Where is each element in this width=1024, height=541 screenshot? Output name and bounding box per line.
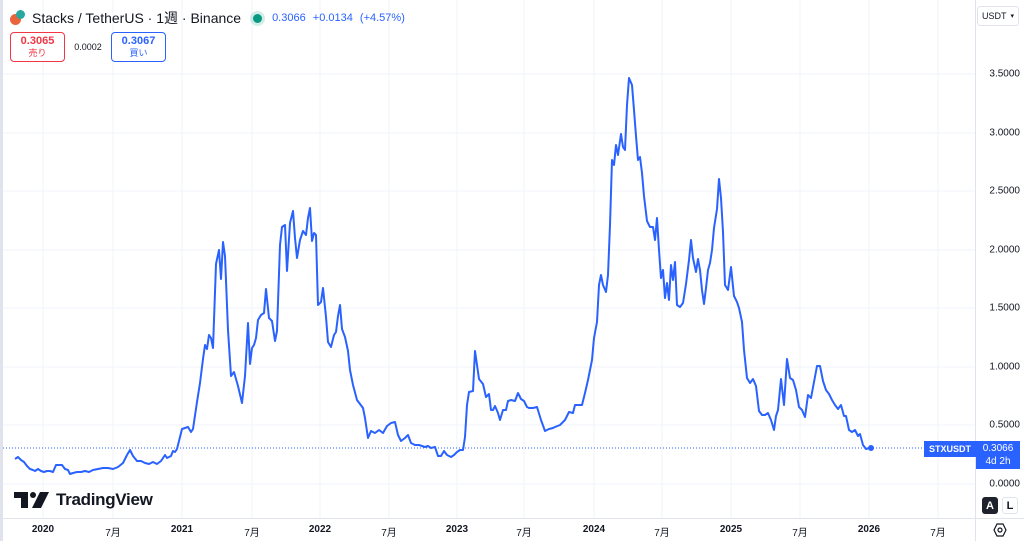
current-price-tag: 0.3066 4d 2h [976, 441, 1020, 469]
x-tick-label: 7月 [244, 528, 260, 539]
grid-vertical [42, 0, 939, 518]
buy-label: 買い [129, 48, 148, 58]
sell-price: 0.3065 [20, 35, 55, 47]
x-tick-label: 2026 [857, 524, 881, 535]
settings-hexagon-icon [993, 523, 1007, 537]
price-change: +0.0134 [312, 12, 353, 24]
symbol-legend[interactable]: Stacks / TetherUS · 1週 · Binance 0.3066 … [10, 8, 409, 28]
x-tick-label: 2020 [31, 524, 55, 535]
x-tick-label: 2024 [582, 524, 606, 535]
buy-button[interactable]: 0.3067 買い [111, 32, 166, 62]
x-tick-label: 2025 [719, 524, 743, 535]
x-tick-label: 7月 [930, 528, 946, 539]
y-tick-label: 2.0000 [989, 244, 1020, 256]
current-price-value: 0.3066 [982, 443, 1014, 454]
y-tick-label: 0.5000 [989, 419, 1020, 431]
stacks-coin-icon [10, 10, 26, 26]
sell-label: 売り [28, 48, 47, 58]
log-scale-button[interactable]: L [1002, 497, 1018, 514]
tradingview-logo-icon [14, 492, 49, 508]
y-tick-label: 3.0000 [989, 127, 1020, 139]
symbol-title[interactable]: Stacks / TetherUS · 1週 · Binance [32, 10, 242, 26]
x-tick-label: 7月 [654, 528, 670, 539]
chart-pane[interactable] [3, 0, 975, 518]
tradingview-wordmark: TradingView [56, 490, 153, 509]
price-line-series [14, 77, 871, 475]
currency-selector[interactable]: USDT ▾ [977, 6, 1019, 26]
x-tick-label: 2023 [445, 524, 469, 535]
quote-info: 0.3066 +0.0134 (+4.57%) [272, 12, 409, 24]
y-tick-label: 0.0000 [989, 478, 1020, 490]
bar-countdown: 4d 2h [985, 456, 1011, 467]
time-scale[interactable]: 2020 7月 2021 7月 2022 7月 2023 7月 2024 7月 … [3, 518, 975, 541]
trade-buttons: 0.3065 売り 0.0002 0.3067 買い [10, 32, 166, 62]
grid-horizontal [3, 73, 975, 485]
x-tick-label: 7月 [792, 528, 808, 539]
x-tick-label: 7月 [381, 528, 397, 539]
x-tick-label: 2021 [170, 524, 194, 535]
y-tick-label: 1.5000 [989, 302, 1020, 314]
y-tick-label: 1.0000 [989, 361, 1020, 373]
x-tick-label: 7月 [516, 528, 532, 539]
y-tick-label: 3.5000 [989, 68, 1020, 80]
y-tick-label: 2.5000 [989, 185, 1020, 197]
chevron-down-icon: ▾ [1010, 13, 1014, 20]
tradingview-logo[interactable]: TradingView [14, 490, 153, 510]
spread-value: 0.0002 [74, 42, 102, 52]
symbol-price-tag: STXUSDT [924, 441, 977, 457]
last-price: 0.3066 [272, 12, 306, 24]
sell-button[interactable]: 0.3065 売り [10, 32, 65, 62]
current-price-marker [868, 445, 874, 451]
x-tick-label: 2022 [308, 524, 332, 535]
x-tick-label: 7月 [105, 528, 121, 539]
market-status-icon[interactable] [253, 13, 263, 23]
buy-price: 0.3067 [121, 35, 156, 47]
price-change-pct: (+4.57%) [359, 12, 405, 24]
currency-label: USDT [981, 11, 1007, 21]
price-chart[interactable] [3, 0, 975, 518]
price-scale[interactable]: 3.5000 3.0000 2.5000 2.0000 1.5000 1.000… [975, 0, 1024, 518]
chart-settings-button[interactable] [975, 518, 1024, 541]
auto-scale-button[interactable]: A [982, 497, 998, 514]
